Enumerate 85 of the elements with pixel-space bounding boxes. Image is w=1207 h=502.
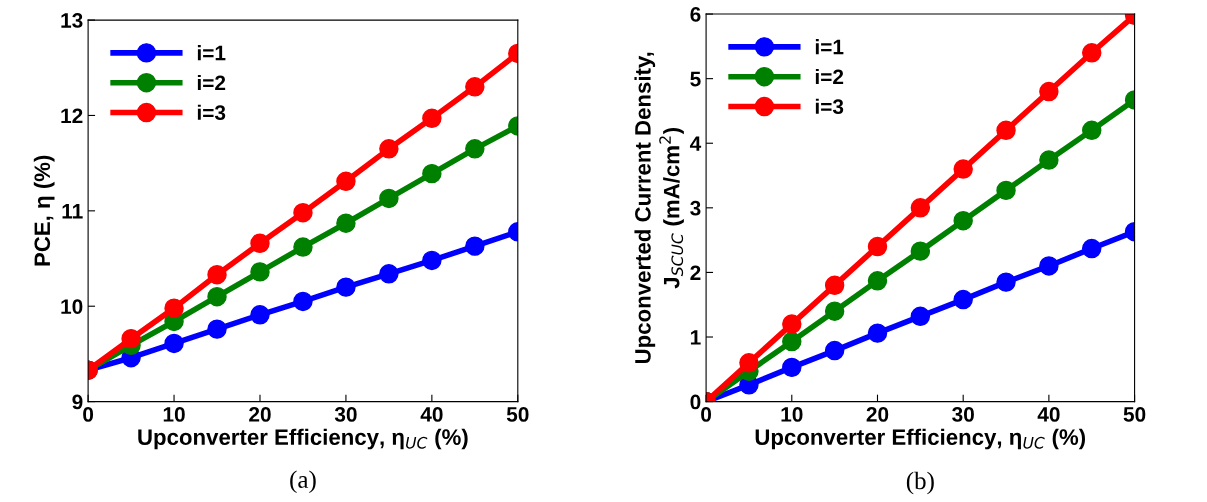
- x-tick-label: 20: [866, 407, 889, 422]
- x-tick-label: 10: [163, 407, 185, 422]
- x-tick-label: 10: [781, 407, 803, 422]
- x-tick-label: 20: [249, 407, 271, 422]
- y-tick-label: 3: [690, 200, 701, 216]
- point: [953, 211, 973, 231]
- x-axis-title: Upconverter Efficiency, η$_{UC}$ (%): [138, 428, 468, 450]
- point: [910, 241, 931, 261]
- point: [250, 233, 270, 253]
- point: [867, 271, 888, 291]
- point: [164, 298, 184, 318]
- y-tick-label: 13: [61, 13, 83, 28]
- y-tick-label: 10: [61, 299, 83, 314]
- y-tick-label: 4: [689, 136, 702, 151]
- y-axis-title: PCE, η (%): [33, 155, 55, 266]
- point: [293, 237, 313, 257]
- point: [867, 323, 888, 343]
- point: [207, 286, 227, 307]
- x-tick-label: 0: [701, 407, 712, 422]
- point: [910, 306, 931, 327]
- point: [422, 163, 442, 184]
- legend-label: i=2: [197, 74, 226, 91]
- point: [867, 236, 888, 257]
- point: [293, 203, 313, 223]
- point: [996, 180, 1016, 201]
- point: [953, 159, 973, 179]
- legend-label: i=3: [197, 104, 226, 121]
- x-tick-label: 30: [952, 407, 974, 422]
- x-axis-title: Upconverter Efficiency, η$_{UC}$ (%): [755, 428, 1086, 450]
- y-tick-label: 9: [72, 394, 83, 410]
- point: [953, 289, 973, 310]
- point: [1082, 120, 1102, 141]
- point: [824, 301, 845, 321]
- point: [465, 139, 485, 159]
- point: [379, 139, 399, 159]
- point: [250, 305, 270, 325]
- point: [996, 272, 1016, 292]
- y-tick-label: 0: [690, 394, 701, 410]
- x-tick-label: 0: [83, 407, 94, 422]
- point: [379, 188, 399, 209]
- point: [336, 213, 356, 233]
- point: [1039, 256, 1059, 276]
- y-axis-title: Upconverted Current Density, J$_{SCUC}$ (mA/cm$^{2}$): [634, 52, 684, 364]
- point: [121, 328, 141, 349]
- y-tick-label: 2: [690, 265, 701, 280]
- point: [336, 277, 356, 297]
- point: [465, 77, 485, 97]
- text: (b): [906, 471, 934, 495]
- point: [1039, 150, 1059, 170]
- point: [207, 265, 227, 285]
- y-tick-label: 6: [690, 7, 701, 22]
- x-tick-label: 40: [1037, 407, 1060, 422]
- point: [465, 236, 485, 256]
- point: [782, 331, 802, 352]
- point: [824, 340, 845, 361]
- point: [422, 250, 442, 271]
- point: [250, 262, 270, 282]
- point: [824, 275, 845, 296]
- point: [1082, 43, 1102, 63]
- point: [1082, 238, 1102, 259]
- legend-label: i=3: [815, 98, 844, 115]
- point: [422, 108, 442, 129]
- point: [207, 319, 227, 339]
- point: [336, 171, 356, 191]
- point: [739, 353, 759, 373]
- y-tick-label: 12: [61, 108, 83, 124]
- x-tick-label: 30: [334, 407, 357, 422]
- legend-label: i=1: [815, 39, 844, 55]
- y-tick-label: 11: [62, 204, 83, 219]
- point: [782, 314, 802, 334]
- point: [910, 198, 931, 218]
- x-tick-label: 40: [420, 407, 443, 422]
- point: [1039, 81, 1059, 102]
- legend-label: i=1: [197, 45, 226, 61]
- point: [782, 357, 802, 378]
- x-tick-label: 50: [1123, 407, 1146, 422]
- point: [996, 120, 1016, 141]
- x-tick-label: 50: [506, 407, 529, 422]
- point: [293, 291, 313, 312]
- y-tick-label: 1: [690, 330, 701, 345]
- y-tick-label: 5: [690, 71, 701, 87]
- point: [379, 264, 399, 284]
- point: [164, 333, 184, 354]
- text: (a): [290, 470, 316, 494]
- legend-label: i=2: [815, 68, 844, 84]
